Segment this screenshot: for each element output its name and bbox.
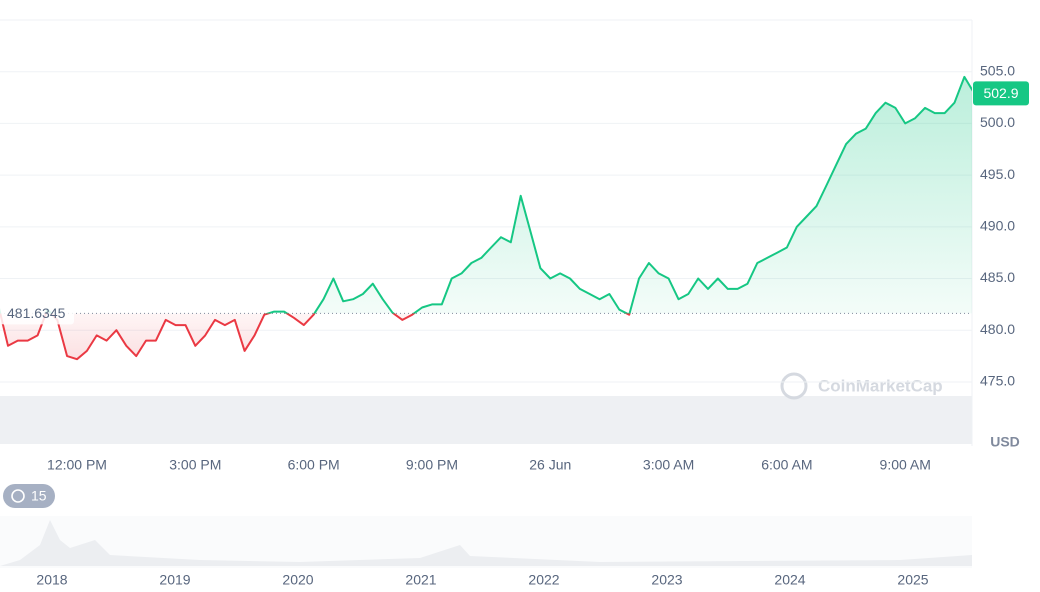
navigator-year: 2023 [651,572,682,588]
x-tick-label: 26 Jun [529,457,571,473]
price-label: 502.9 [983,85,1018,101]
navigator-year: 2022 [528,572,559,588]
y-tick-label: 500.0 [980,114,1015,130]
x-tick-label: 12:00 PM [47,457,107,473]
navigator-area [0,520,972,566]
watermark-text: CoinMarketCap [818,376,943,395]
reference-tag [0,302,74,325]
badge-count: 15 [31,488,47,504]
x-tick-label: 6:00 AM [761,457,812,473]
price-tag [973,81,1029,106]
x-tick-label: 6:00 PM [288,457,340,473]
navigator-year: 2018 [36,572,67,588]
y-axis-label: USD [990,434,1020,450]
area-fill [0,76,972,360]
y-tick-label: 495.0 [980,166,1015,182]
navigator-year: 2024 [774,572,805,588]
x-tick-label: 9:00 PM [406,457,458,473]
navigator-year: 2021 [405,572,436,588]
history-badge[interactable]: 15 [3,484,55,508]
navigator-year: 2019 [159,572,190,588]
y-tick-label: 505.0 [980,62,1015,78]
plot [0,75,972,361]
price-line [0,75,972,361]
watermark: CoinMarketCap [780,372,943,400]
reference-label: 481.6345 [7,305,66,321]
y-tick-label: 480.0 [980,321,1015,337]
navigator-year: 2025 [897,572,928,588]
x-tick-label: 9:00 AM [880,457,931,473]
y-tick-label: 485.0 [980,269,1015,285]
x-tick-label: 3:00 PM [169,457,221,473]
navigator-year: 2020 [282,572,313,588]
volume-area [0,396,972,444]
y-tick-label: 475.0 [980,373,1015,389]
y-tick-label: 490.0 [980,218,1015,234]
x-tick-label: 3:00 AM [643,457,694,473]
